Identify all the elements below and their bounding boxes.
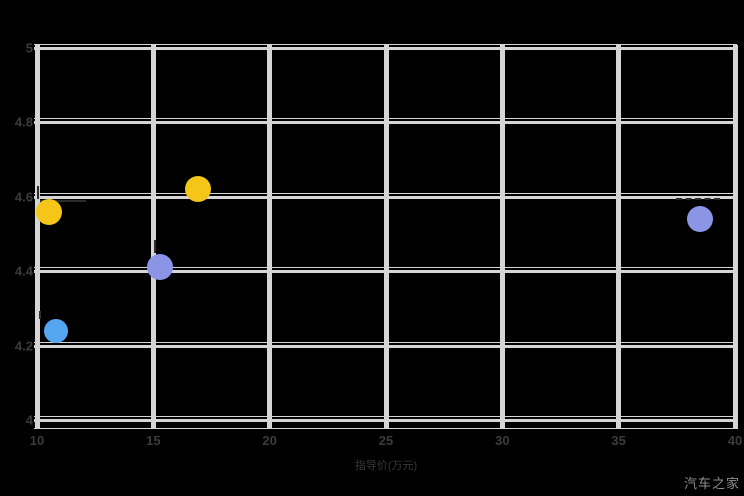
y-axis-tick-label: 4.6 xyxy=(14,189,33,205)
vertical-gridline xyxy=(499,45,505,429)
watermark-autohome: 汽车之家 xyxy=(683,476,740,491)
x-axis-tick-label: 35 xyxy=(611,433,626,448)
data-point[interactable] xyxy=(43,318,68,343)
y-axis-tick-label: 4.4 xyxy=(14,263,33,279)
x-axis-tick-label: 20 xyxy=(262,433,277,448)
vertical-gridline xyxy=(34,45,40,429)
data-point[interactable] xyxy=(687,206,714,233)
point-label-artifact xyxy=(154,240,156,253)
y-axis-tick-label: 4 xyxy=(25,412,33,428)
vertical-gridline xyxy=(267,45,273,429)
y-axis-tick-label: 4.8 xyxy=(14,114,33,130)
point-label-artifact xyxy=(37,186,39,199)
y-axis-tick-label: 5 xyxy=(25,40,33,56)
vertical-gridline xyxy=(616,45,622,429)
point-label-artifact xyxy=(40,200,86,202)
vertical-gridline xyxy=(732,45,738,429)
data-point[interactable] xyxy=(147,254,174,281)
vertical-gridline xyxy=(383,45,389,429)
x-axis-tick-label: 10 xyxy=(29,433,45,448)
x-axis-tick-label: 25 xyxy=(378,433,394,448)
y-axis-tick-label: 4.2 xyxy=(14,338,33,354)
x-axis-tick-label: 40 xyxy=(727,433,743,448)
x-axis-title: 指导价(万元) xyxy=(354,460,418,472)
x-axis-tick-label: 30 xyxy=(495,433,510,448)
data-point[interactable] xyxy=(184,176,211,203)
point-label-artifact xyxy=(676,198,720,200)
vertical-gridline xyxy=(150,45,156,429)
point-label-artifact xyxy=(39,311,41,319)
horizontal-gridline xyxy=(34,44,737,45)
x-axis-tick-label: 15 xyxy=(146,433,161,448)
data-point[interactable] xyxy=(35,198,62,225)
